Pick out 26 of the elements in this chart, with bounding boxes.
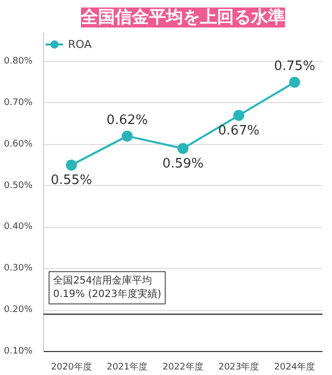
text: 0.67% — [218, 123, 260, 138]
text: 0.62% — [106, 113, 148, 128]
y-tick-label: 0.50% — [4, 180, 33, 191]
point — [178, 143, 188, 154]
x-tick-label: 2020年度 — [50, 362, 92, 372]
y-tick-label: 0.10% — [4, 346, 33, 356]
y-tick-label: 0.70% — [4, 98, 33, 108]
x-tick-label: 2023年度 — [218, 362, 260, 372]
y-tick-label: 0.40% — [4, 222, 33, 232]
y-tick-label: 0.80% — [4, 56, 33, 66]
chart-title: 全国信金平均を上回る水準 — [80, 8, 285, 28]
y-tick-label: 0.30% — [4, 264, 33, 274]
point — [122, 130, 133, 142]
point — [233, 110, 244, 121]
x-tick-label: 2021年度 — [106, 362, 148, 372]
point — [66, 160, 77, 171]
text: 0.59% — [162, 156, 204, 172]
y-tick-label: 0.20% — [4, 305, 33, 316]
point — [289, 76, 300, 88]
x-tick-label: 2022年度 — [162, 362, 204, 372]
legend-label: ROA — [68, 38, 92, 50]
y-tick-label: 0.60% — [4, 139, 33, 150]
text: 0.75% — [274, 59, 316, 74]
ref-line-label: 全国254信用金庫平均 0.19% (2023年度実績) — [53, 274, 162, 300]
text: 0.55% — [50, 173, 92, 188]
x-tick-label: 2024年度 — [274, 362, 316, 372]
